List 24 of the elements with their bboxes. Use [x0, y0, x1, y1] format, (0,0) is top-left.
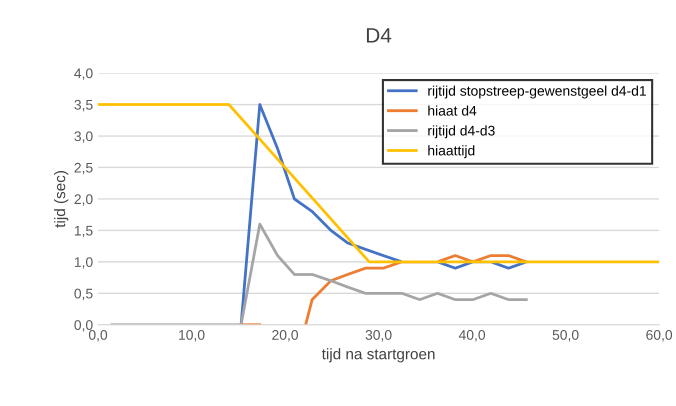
chart-title: D4	[366, 28, 392, 43]
x-tick-label: 0,0	[88, 330, 108, 342]
x-tick-label: 40,0	[458, 330, 486, 342]
y-tick-label: 1,5	[74, 226, 93, 238]
x-axis-title: tijd na startgroen	[322, 348, 434, 362]
legend-label: rijtijd d4-d3	[428, 125, 495, 138]
y-tick-label: 3,0	[74, 131, 93, 143]
y-tick-label: 3,5	[74, 100, 93, 112]
line-series	[110, 222, 528, 325]
y-tick-label: 1,0	[74, 257, 93, 269]
y-tick-label: 2,0	[74, 194, 93, 206]
y-tick-label: 2,5	[74, 162, 93, 174]
x-tick-label: 30,0	[366, 330, 392, 342]
x-tick-label: 10,0	[179, 330, 205, 342]
y-axis-title: tijd (sec)	[54, 171, 68, 228]
y-tick-label: 0,0	[74, 320, 93, 332]
x-tick-label: 20,0	[272, 330, 298, 342]
legend-label: hiaattijd	[428, 145, 474, 158]
y-tick-label: 4,0	[74, 68, 93, 80]
legend-label: hiaat d4	[428, 105, 476, 116]
y-tick-label: 0,5	[74, 288, 93, 300]
legend-label: rijtijd stopstreep-gewenstgeel d4-d1	[428, 86, 646, 99]
x-tick-label: 60,0	[646, 330, 672, 342]
x-tick-label: 50,0	[552, 330, 579, 342]
